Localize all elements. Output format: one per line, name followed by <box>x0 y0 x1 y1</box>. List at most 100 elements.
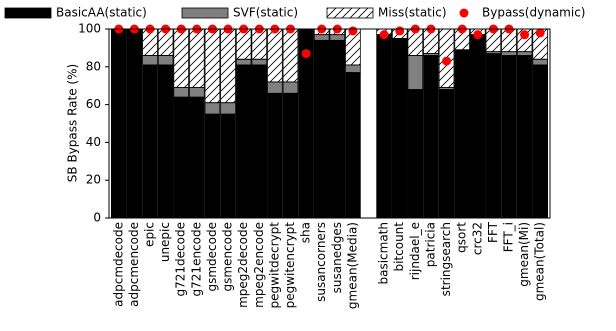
bar-segment <box>391 38 408 219</box>
x-tick-label: sha <box>299 222 313 243</box>
x-tick-label: susancorners <box>314 222 328 302</box>
bar-segment <box>189 96 205 219</box>
legend-swatch <box>326 7 374 19</box>
x-tick-label: adpcmencode <box>127 222 141 307</box>
bar-segment <box>267 81 283 94</box>
x-tick-label: mpeg2decode <box>236 222 250 308</box>
bar-segment <box>220 102 236 115</box>
bar-segment <box>251 58 268 66</box>
legend-marker <box>459 8 469 18</box>
x-tick-label: FFT <box>486 221 500 243</box>
bar-segment <box>454 49 470 219</box>
bar-segment <box>407 55 424 90</box>
bar-segment <box>126 28 143 219</box>
y-axis-label: SB Bypass Rate (%) <box>66 64 80 182</box>
bar-segment <box>532 58 549 66</box>
bar-segment <box>485 53 502 219</box>
bar-segment <box>173 96 190 219</box>
legend-swatch <box>4 7 52 19</box>
bar-segment <box>313 34 330 41</box>
bypass-point <box>379 30 389 40</box>
bar-segment <box>345 64 361 73</box>
x-tick-label: patricia <box>423 222 437 267</box>
x-tick-label: qsort <box>455 222 469 253</box>
y-tick-label: 0 <box>93 211 101 225</box>
bar-segment <box>282 92 299 219</box>
bar-segment <box>110 28 127 219</box>
bar-segment <box>329 34 346 41</box>
bar-segment <box>173 28 190 88</box>
bar-segment <box>220 113 236 219</box>
bypass-point <box>535 28 545 38</box>
x-tick-label: pegwitdecrypt <box>267 222 281 309</box>
bar-segment <box>204 28 221 104</box>
bypass-point <box>473 30 483 40</box>
y-tick-label: 100 <box>78 22 101 36</box>
bar-segment <box>501 51 517 56</box>
x-tick-label: gsmencode <box>221 222 235 292</box>
bar-segment <box>267 28 283 83</box>
x-tick-label: epic <box>143 222 157 247</box>
x-tick-label: gsmdecode <box>205 222 219 292</box>
bar-segment <box>189 87 205 98</box>
legend-label: SVF(static) <box>233 6 298 20</box>
bar-segment <box>157 55 174 66</box>
x-tick-label: mpeg2encode <box>252 222 266 308</box>
plot-frame <box>108 28 551 219</box>
x-tick-label: crc32 <box>470 222 484 255</box>
x-tick-label: gmean(Media) <box>345 222 359 309</box>
bar-segment <box>157 64 174 219</box>
bypass-point <box>520 30 530 40</box>
bar-segment <box>235 58 252 66</box>
bar-segment <box>516 55 533 219</box>
y-tick-label: 60 <box>86 97 101 111</box>
x-tick-label: g721encode <box>189 222 203 296</box>
bar-segment <box>313 39 330 219</box>
legend-label: Bypass(dynamic) <box>482 6 585 20</box>
y-tick-label: 40 <box>86 135 101 149</box>
bar-segment <box>282 81 299 94</box>
x-tick-label: gmean(Mi) <box>517 222 531 287</box>
x-tick-label: adpcmdecode <box>111 222 125 307</box>
bypass-point <box>301 49 311 59</box>
x-tick-label: g721decode <box>174 222 188 296</box>
x-tick-label: rijndael_e <box>408 222 422 280</box>
y-tick-label: 20 <box>86 173 101 187</box>
bar-segment <box>251 28 268 60</box>
x-tick-label: bitcount <box>392 222 406 272</box>
bar-segment <box>516 51 533 56</box>
x-tick-label: gmean(Total) <box>533 222 547 301</box>
bar-segment <box>267 92 283 219</box>
bar-segment <box>376 34 392 219</box>
bypass-point <box>348 26 358 36</box>
bar-segment <box>142 64 158 219</box>
bar-segment <box>438 89 455 219</box>
legend-label: Miss(static) <box>378 6 447 20</box>
legend-label: BasicAA(static) <box>56 6 147 20</box>
bar-segment <box>142 55 158 66</box>
bar-segment <box>423 55 439 219</box>
bar-segment <box>469 34 486 219</box>
bar-segment <box>189 28 205 88</box>
bar-segment <box>501 55 517 219</box>
bar-segment <box>251 64 268 219</box>
bar-segment <box>407 89 424 219</box>
bar-segment <box>173 87 190 98</box>
bar-segment <box>235 28 252 60</box>
y-tick-label: 80 <box>86 59 101 73</box>
bar-segment <box>532 64 549 219</box>
x-tick-label: FFT_i <box>501 222 515 252</box>
bar-segment <box>282 28 299 83</box>
bar-segment <box>220 28 236 104</box>
bar-segment <box>204 102 221 115</box>
bar-segment <box>204 113 221 219</box>
x-tick-label: susanedges <box>330 222 344 293</box>
bypass-point <box>395 26 405 36</box>
bypass-point <box>442 56 452 66</box>
bar-segment <box>329 39 346 219</box>
x-tick-label: stringsearch <box>439 222 453 296</box>
legend-swatch <box>181 7 229 19</box>
bar-segment <box>235 64 252 219</box>
bar-segment <box>345 72 361 219</box>
